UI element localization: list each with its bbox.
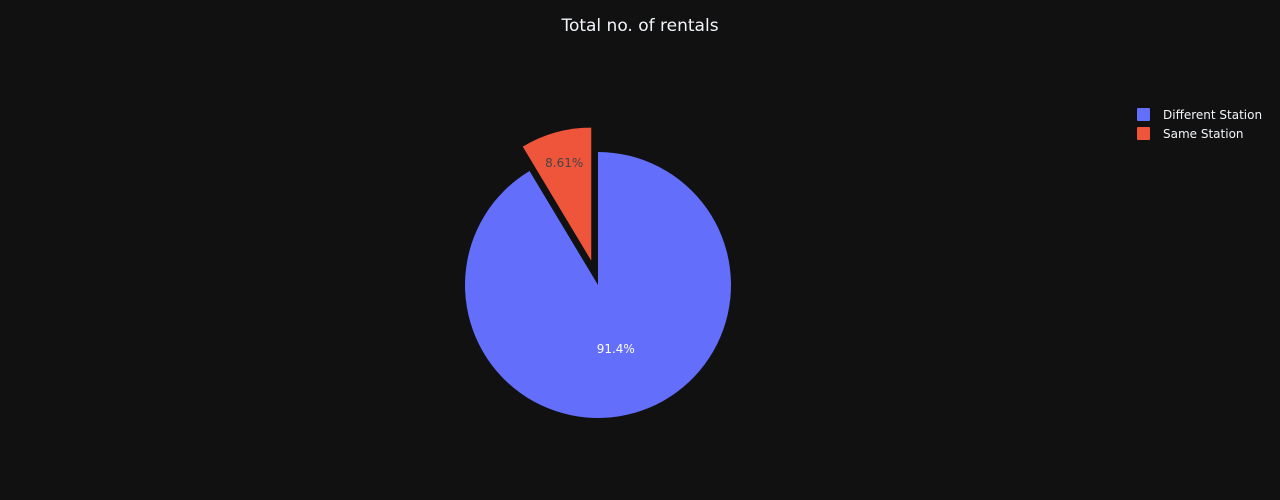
- legend-swatch-different-station: [1137, 108, 1150, 121]
- pie-slice-same-station[interactable]: [522, 127, 592, 261]
- pie-slice-different-station[interactable]: [465, 152, 731, 418]
- legend-label-different-station: Different Station: [1163, 108, 1262, 122]
- chart-title: Total no. of rentals: [560, 16, 718, 36]
- pie-slice-label-same-station: 8.61%: [545, 156, 583, 170]
- legend: Different Station Same Station: [1137, 108, 1262, 141]
- pie-slices: [465, 127, 731, 418]
- legend-item-same-station[interactable]: Same Station: [1137, 127, 1244, 141]
- pie-slice-labels: 91.4% 8.61%: [545, 156, 635, 356]
- legend-label-same-station: Same Station: [1163, 127, 1244, 141]
- legend-swatch-same-station: [1137, 127, 1150, 140]
- legend-item-different-station[interactable]: Different Station: [1137, 108, 1262, 122]
- pie-slice-label-different-station: 91.4%: [597, 342, 635, 356]
